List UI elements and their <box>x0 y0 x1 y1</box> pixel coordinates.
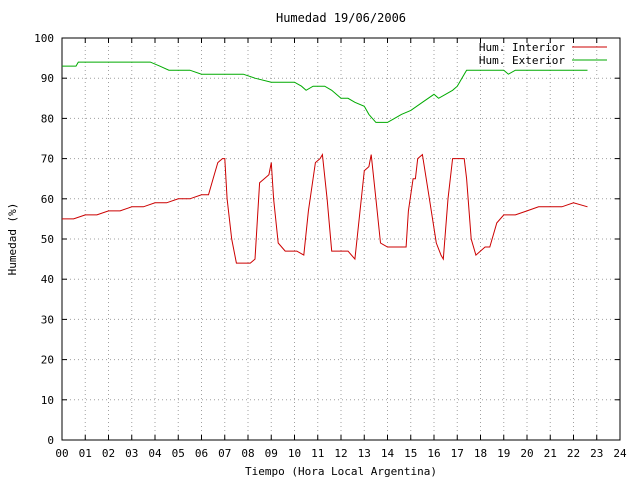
y-tick-label: 30 <box>41 313 54 326</box>
y-tick-label: 70 <box>41 153 54 166</box>
x-tick-label: 16 <box>427 447 440 460</box>
y-tick-label: 10 <box>41 394 54 407</box>
series-line-interior <box>62 153 588 264</box>
x-tick-label: 01 <box>79 447 92 460</box>
y-axis-label: Humedad (%) <box>6 203 19 276</box>
y-tick-label: 20 <box>41 354 54 367</box>
x-tick-label: 19 <box>497 447 510 460</box>
x-tick-label: 14 <box>381 447 395 460</box>
x-tick-label: 03 <box>125 447 138 460</box>
x-tick-label: 08 <box>241 447 254 460</box>
x-tick-label: 11 <box>311 447 324 460</box>
legend-label: Hum. Interior <box>479 41 565 54</box>
x-tick-label: 07 <box>218 447 231 460</box>
series-line-exterior <box>62 61 588 123</box>
x-tick-label: 24 <box>613 447 627 460</box>
x-tick-label: 10 <box>288 447 301 460</box>
x-tick-label: 09 <box>265 447 278 460</box>
x-tick-label: 17 <box>451 447 464 460</box>
legend-label: Hum. Exterior <box>479 54 565 67</box>
y-tick-label: 60 <box>41 193 54 206</box>
y-tick-label: 0 <box>47 434 54 447</box>
chart-title: Humedad 19/06/2006 <box>276 11 406 25</box>
x-tick-label: 21 <box>544 447 557 460</box>
x-tick-label: 06 <box>195 447 208 460</box>
y-tick-label: 80 <box>41 112 54 125</box>
x-tick-label: 15 <box>404 447 417 460</box>
x-tick-label: 04 <box>148 447 162 460</box>
x-tick-label: 22 <box>567 447 580 460</box>
x-tick-label: 12 <box>334 447 347 460</box>
grid <box>62 38 620 440</box>
y-tick-label: 50 <box>41 233 54 246</box>
x-tick-label: 18 <box>474 447 487 460</box>
x-tick-label: 20 <box>520 447 533 460</box>
x-tick-label: 05 <box>172 447 185 460</box>
axis-ticks: 00 01 02 03 04 05 06 07 08 09 10 11 12 13 14 15 16 17 18 19… <box>34 32 627 460</box>
x-tick-label: 23 <box>590 447 603 460</box>
x-axis-label: Tiempo (Hora Local Argentina) <box>245 465 437 478</box>
y-tick-label: 90 <box>41 72 54 85</box>
x-tick-label: 02 <box>102 447 115 460</box>
series-lines <box>62 61 588 264</box>
y-tick-label: 40 <box>41 273 54 286</box>
x-tick-label: 13 <box>358 447 371 460</box>
y-tick-label: 100 <box>34 32 54 45</box>
x-tick-label: 00 <box>55 447 68 460</box>
